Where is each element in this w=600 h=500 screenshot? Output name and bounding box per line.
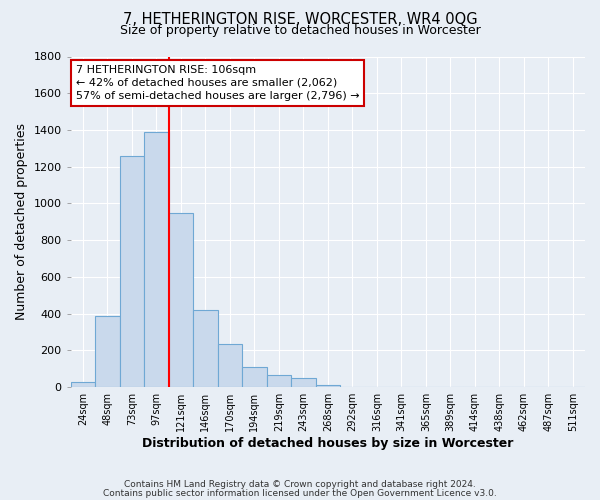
Bar bbox=[316, 386, 340, 387]
Text: Contains HM Land Registry data © Crown copyright and database right 2024.: Contains HM Land Registry data © Crown c… bbox=[124, 480, 476, 489]
Bar bbox=[144, 132, 169, 387]
Text: Contains public sector information licensed under the Open Government Licence v3: Contains public sector information licen… bbox=[103, 489, 497, 498]
Y-axis label: Number of detached properties: Number of detached properties bbox=[15, 124, 28, 320]
Bar bbox=[266, 376, 291, 387]
Text: 7, HETHERINGTON RISE, WORCESTER, WR4 0QG: 7, HETHERINGTON RISE, WORCESTER, WR4 0QG bbox=[122, 12, 478, 28]
Bar bbox=[291, 378, 316, 387]
Bar bbox=[218, 344, 242, 387]
Bar bbox=[71, 382, 95, 387]
Bar bbox=[119, 156, 144, 387]
Text: Size of property relative to detached houses in Worcester: Size of property relative to detached ho… bbox=[119, 24, 481, 37]
Bar bbox=[95, 316, 119, 387]
Bar bbox=[169, 212, 193, 387]
Bar bbox=[242, 367, 266, 387]
X-axis label: Distribution of detached houses by size in Worcester: Distribution of detached houses by size … bbox=[142, 437, 514, 450]
Bar bbox=[193, 310, 218, 387]
Text: 7 HETHERINGTON RISE: 106sqm
← 42% of detached houses are smaller (2,062)
57% of : 7 HETHERINGTON RISE: 106sqm ← 42% of det… bbox=[76, 65, 359, 101]
